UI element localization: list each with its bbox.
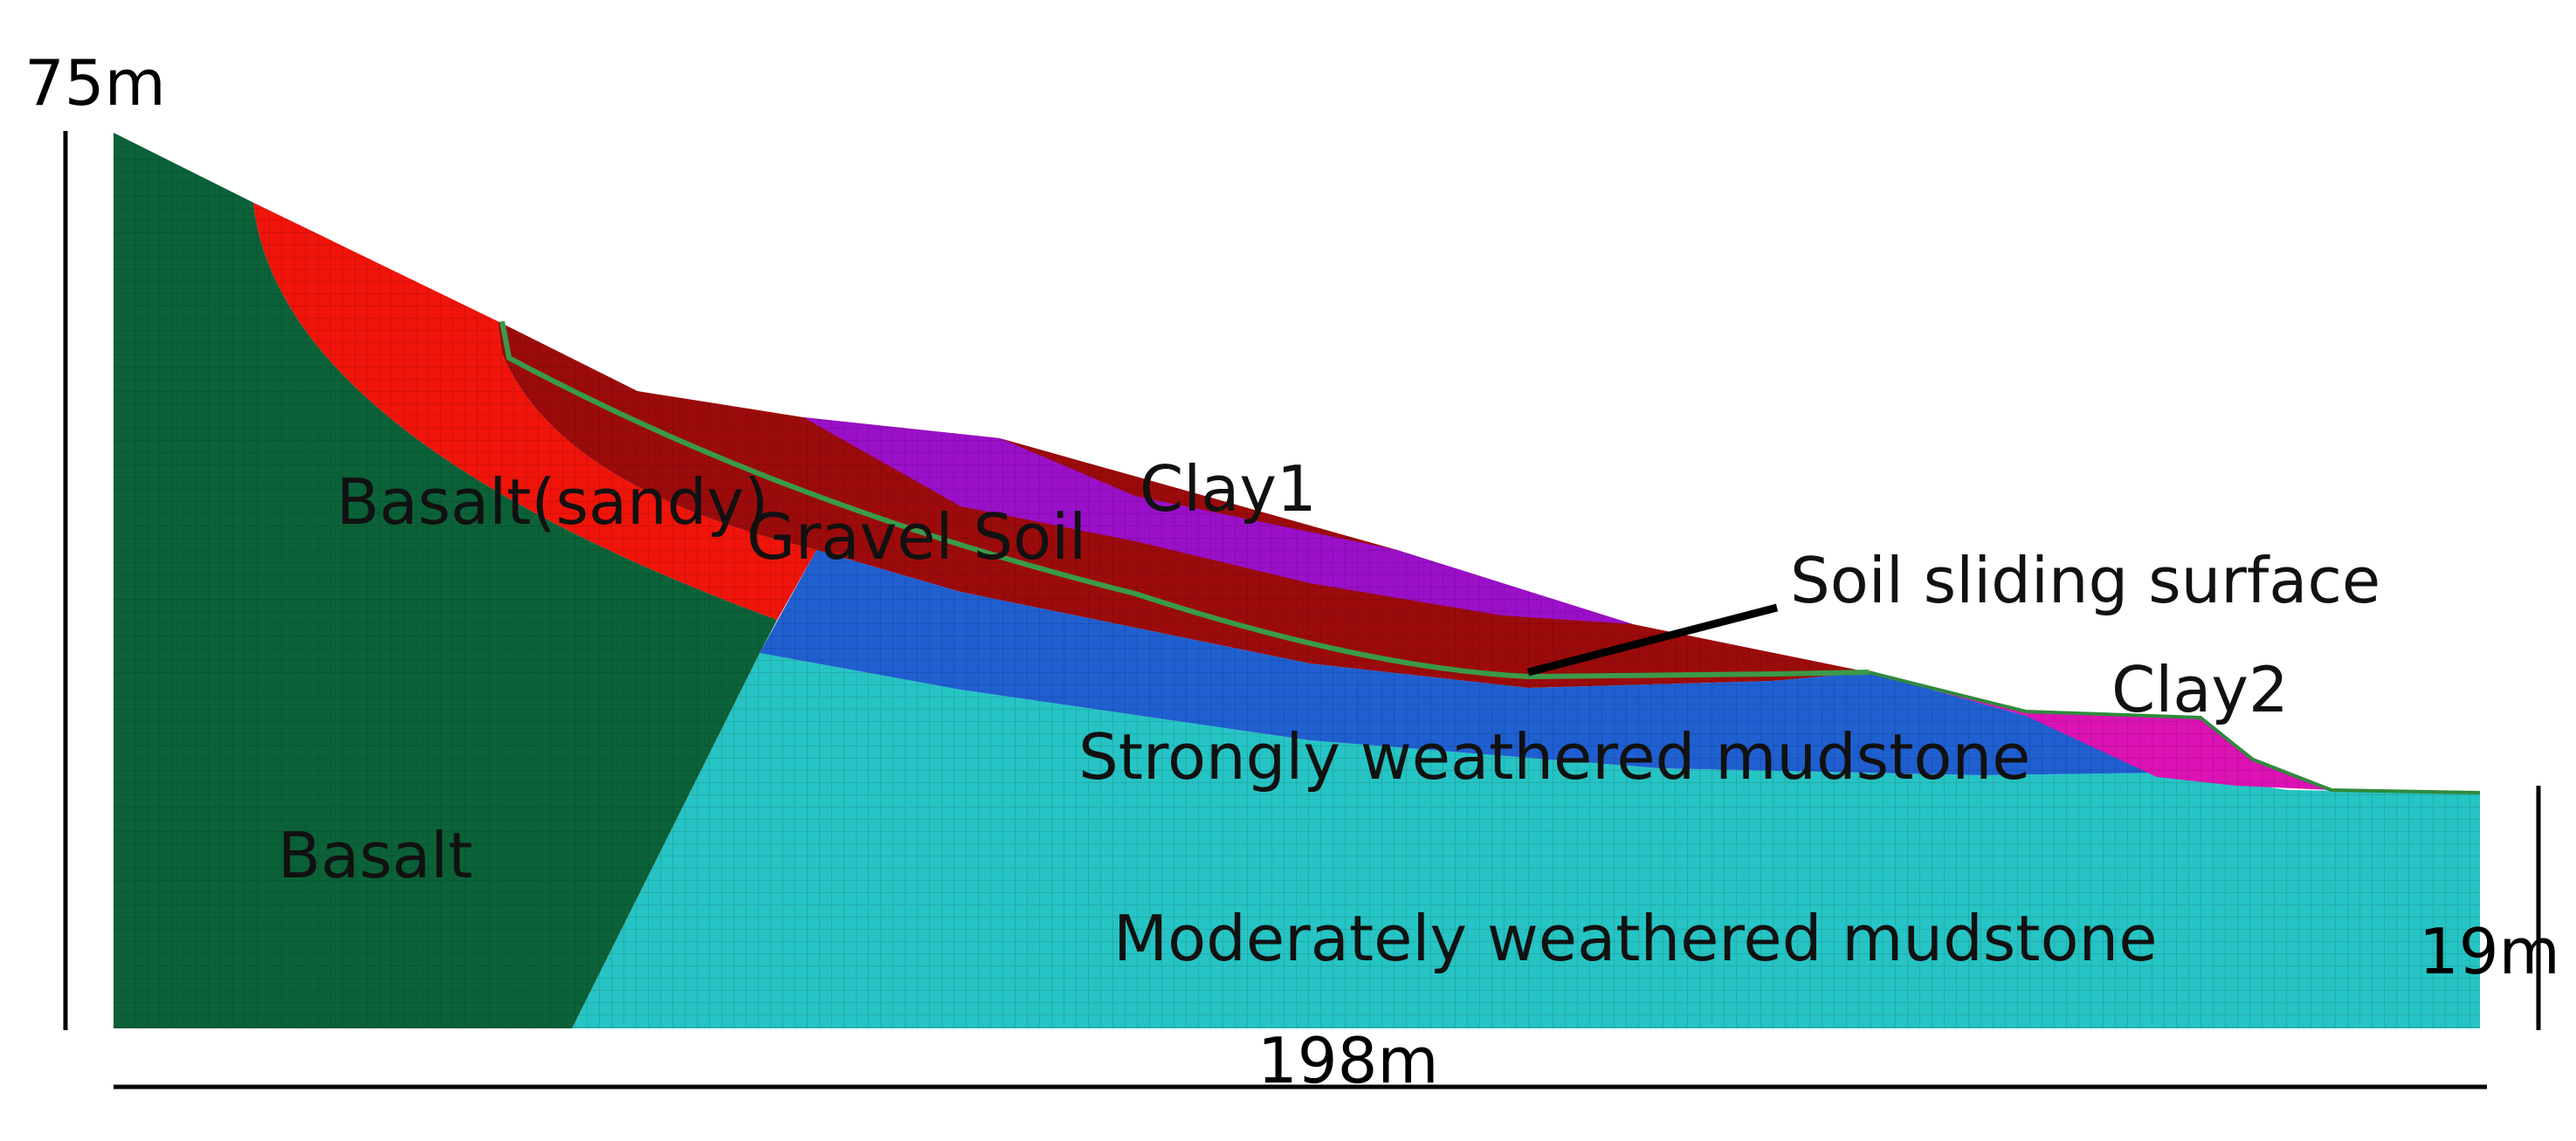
soil-sliding-surface-line — [499, 320, 1870, 680]
height-top-label: 75m — [24, 46, 166, 120]
label-soil-sliding-surface: Soil sliding surface — [1790, 544, 2380, 617]
finite-element-mesh — [114, 133, 2480, 1028]
label-strongly-weathered-mudstone: Strongly weathered mudstone — [1078, 720, 2030, 794]
label-clay2: Clay2 — [2111, 653, 2289, 726]
sliding-surface-leader-line — [1526, 603, 1779, 677]
label-clay1: Clay1 — [1140, 452, 1317, 526]
label-gravel-soil: Gravel Soil — [747, 500, 1086, 574]
ground-surface-line — [1868, 670, 2481, 794]
label-moderately-weathered-mudstone: Moderately weathered mudstone — [1113, 902, 2158, 975]
label-basalt-sandy: Basalt(sandy) — [336, 465, 768, 539]
height-right-label: 19m — [2419, 915, 2560, 988]
label-basalt: Basalt — [278, 819, 472, 892]
width-bottom-label: 198m — [1257, 1024, 1439, 1097]
